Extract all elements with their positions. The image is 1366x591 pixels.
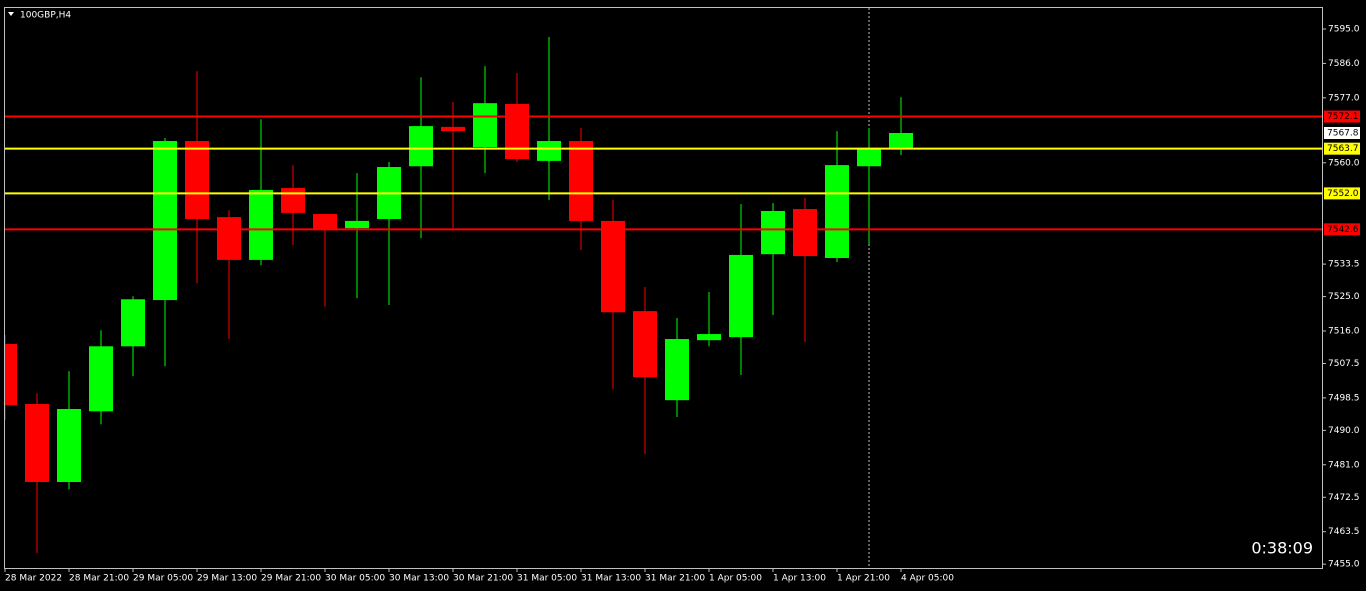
- y-tick-label: 7577.0: [1328, 93, 1360, 103]
- level-label: 7552.0: [1327, 189, 1359, 199]
- candle-body: [281, 188, 305, 213]
- x-tick-label: 29 Mar 13:00: [197, 574, 257, 584]
- y-tick-label: 7516.0: [1328, 327, 1360, 337]
- candle-body: [313, 214, 337, 229]
- level-label-box: [1324, 187, 1360, 200]
- x-tick-label: 1 Apr 05:00: [709, 574, 762, 584]
- y-tick-label: 7481.0: [1328, 460, 1360, 470]
- x-tick-label: 30 Mar 13:00: [389, 574, 449, 584]
- candle-body: [697, 334, 721, 341]
- candle-body: [889, 132, 913, 148]
- level-label-box: [1324, 142, 1360, 155]
- candle-body: [857, 147, 881, 167]
- candle-body: [793, 209, 817, 257]
- x-tick-label: 28 Mar 2022: [5, 574, 62, 584]
- candle-body: [601, 220, 625, 313]
- candle-body: [665, 339, 689, 401]
- level-label: 7542.6: [1327, 225, 1359, 235]
- x-tick-label: 1 Apr 21:00: [837, 574, 890, 584]
- y-tick-label: 7498.5: [1328, 393, 1360, 403]
- x-tick-label: 1 Apr 13:00: [773, 574, 826, 584]
- candle-body: [5, 344, 17, 406]
- candle-body: [633, 311, 657, 378]
- candle-body: [729, 254, 753, 338]
- x-tick-label: 31 Mar 05:00: [517, 574, 577, 584]
- x-tick-label: 31 Mar 13:00: [581, 574, 641, 584]
- level-label-box: [1324, 223, 1360, 236]
- candle-body: [121, 299, 145, 347]
- level-label: 7563.7: [1327, 144, 1359, 154]
- candle-body: [409, 126, 433, 167]
- candle-body: [249, 189, 273, 260]
- level-label: 7572.1: [1327, 112, 1359, 122]
- x-tick-label: 30 Mar 21:00: [453, 574, 513, 584]
- y-tick-label: 7525.0: [1328, 292, 1360, 302]
- y-tick-label: 7490.0: [1328, 426, 1360, 436]
- level-label-box: [1324, 110, 1360, 123]
- candle-body: [89, 346, 113, 412]
- candle-body: [473, 103, 497, 148]
- candle-body: [57, 408, 81, 482]
- y-tick-label: 7533.5: [1328, 260, 1360, 270]
- x-tick-label: 31 Mar 21:00: [645, 574, 705, 584]
- timer: 0:38:09: [1251, 539, 1313, 558]
- price-label: 7567.8: [1327, 128, 1359, 138]
- candle-body: [25, 404, 49, 482]
- y-tick-label: 7472.5: [1328, 493, 1360, 503]
- y-tick-label: 7595.0: [1328, 25, 1360, 35]
- candle-body: [153, 141, 177, 301]
- plot-frame: [4, 7, 1323, 569]
- plot: [5, 37, 1322, 554]
- candle-body: [441, 126, 465, 132]
- y-tick-label: 7560.0: [1328, 158, 1360, 168]
- y-tick-label: 7586.0: [1328, 59, 1360, 69]
- candle-body: [505, 103, 529, 159]
- x-tick-label: 30 Mar 05:00: [325, 574, 385, 584]
- y-tick-label: 7463.5: [1328, 527, 1360, 537]
- candle-body: [825, 165, 849, 258]
- candle-body: [185, 141, 209, 220]
- candle-body: [537, 141, 561, 161]
- candle-body: [569, 141, 593, 221]
- x-tick-label: 29 Mar 05:00: [133, 574, 193, 584]
- chart-title: 100GBP,H4: [20, 11, 71, 21]
- candle-body: [345, 220, 369, 229]
- x-tick-label: 29 Mar 21:00: [261, 574, 321, 584]
- y-tick-label: 7455.0: [1328, 560, 1360, 570]
- y-tick-label: 7507.5: [1328, 359, 1360, 369]
- price-label-box: [1324, 126, 1360, 139]
- x-tick-label: 4 Apr 05:00: [901, 574, 954, 584]
- title-arrow: [8, 12, 14, 16]
- candle-body: [761, 210, 785, 255]
- candle-body: [217, 217, 241, 260]
- x-tick-label: 28 Mar 21:00: [69, 574, 129, 584]
